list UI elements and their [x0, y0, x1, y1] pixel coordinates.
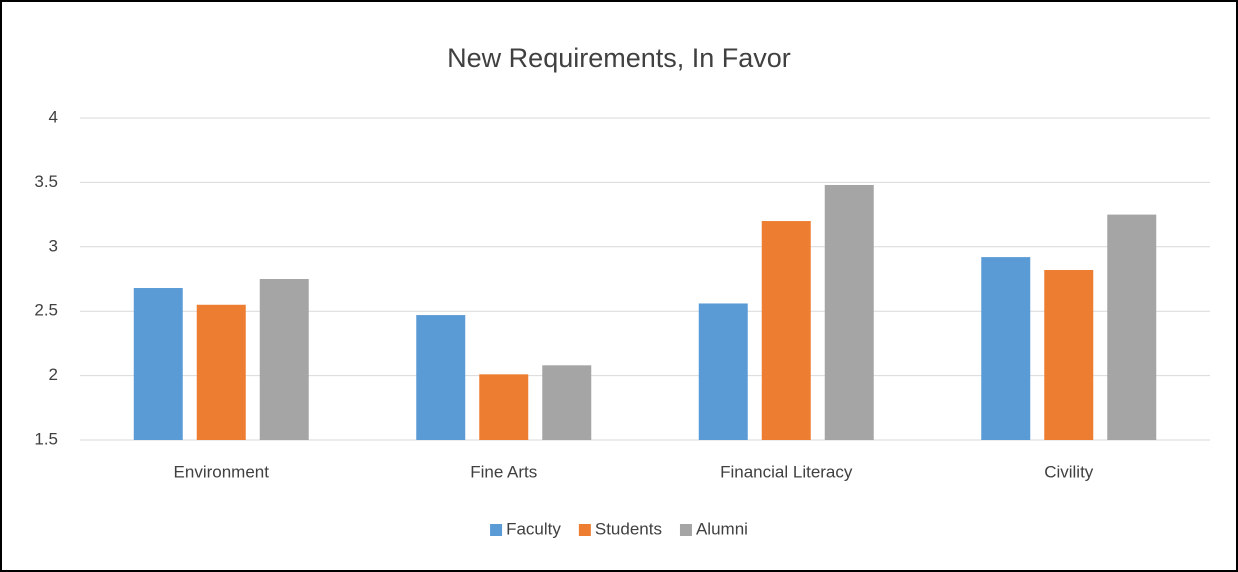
bar — [1107, 214, 1157, 440]
bar — [698, 303, 748, 440]
y-tick-label: 1.5 — [34, 429, 58, 448]
x-tick-label: Financial Literacy — [720, 462, 853, 481]
bar — [133, 288, 183, 440]
bar — [542, 365, 592, 440]
bar — [824, 184, 874, 440]
y-tick-label: 2.5 — [34, 301, 58, 320]
x-tick-label: Fine Arts — [470, 462, 537, 481]
x-tick-label: Environment — [174, 462, 270, 481]
bar — [196, 304, 246, 440]
y-tick-label: 4 — [49, 107, 58, 126]
legend-swatch — [490, 524, 503, 536]
legend-swatch — [679, 524, 692, 536]
bar — [479, 374, 529, 440]
bar — [416, 315, 466, 440]
legend-label: Faculty — [506, 519, 561, 538]
x-tick-label: Civility — [1044, 462, 1094, 481]
bar — [259, 279, 309, 440]
y-tick-label: 3 — [49, 236, 58, 255]
y-tick-label: 3.5 — [34, 172, 58, 191]
legend-swatch — [578, 524, 591, 536]
legend-label: Alumni — [696, 519, 748, 538]
bar — [1044, 269, 1094, 440]
bar — [981, 257, 1031, 440]
y-tick-label: 2 — [49, 365, 58, 384]
chart-title: New Requirements, In Favor — [447, 43, 791, 73]
bar — [761, 221, 811, 440]
legend-label: Students — [595, 519, 662, 538]
